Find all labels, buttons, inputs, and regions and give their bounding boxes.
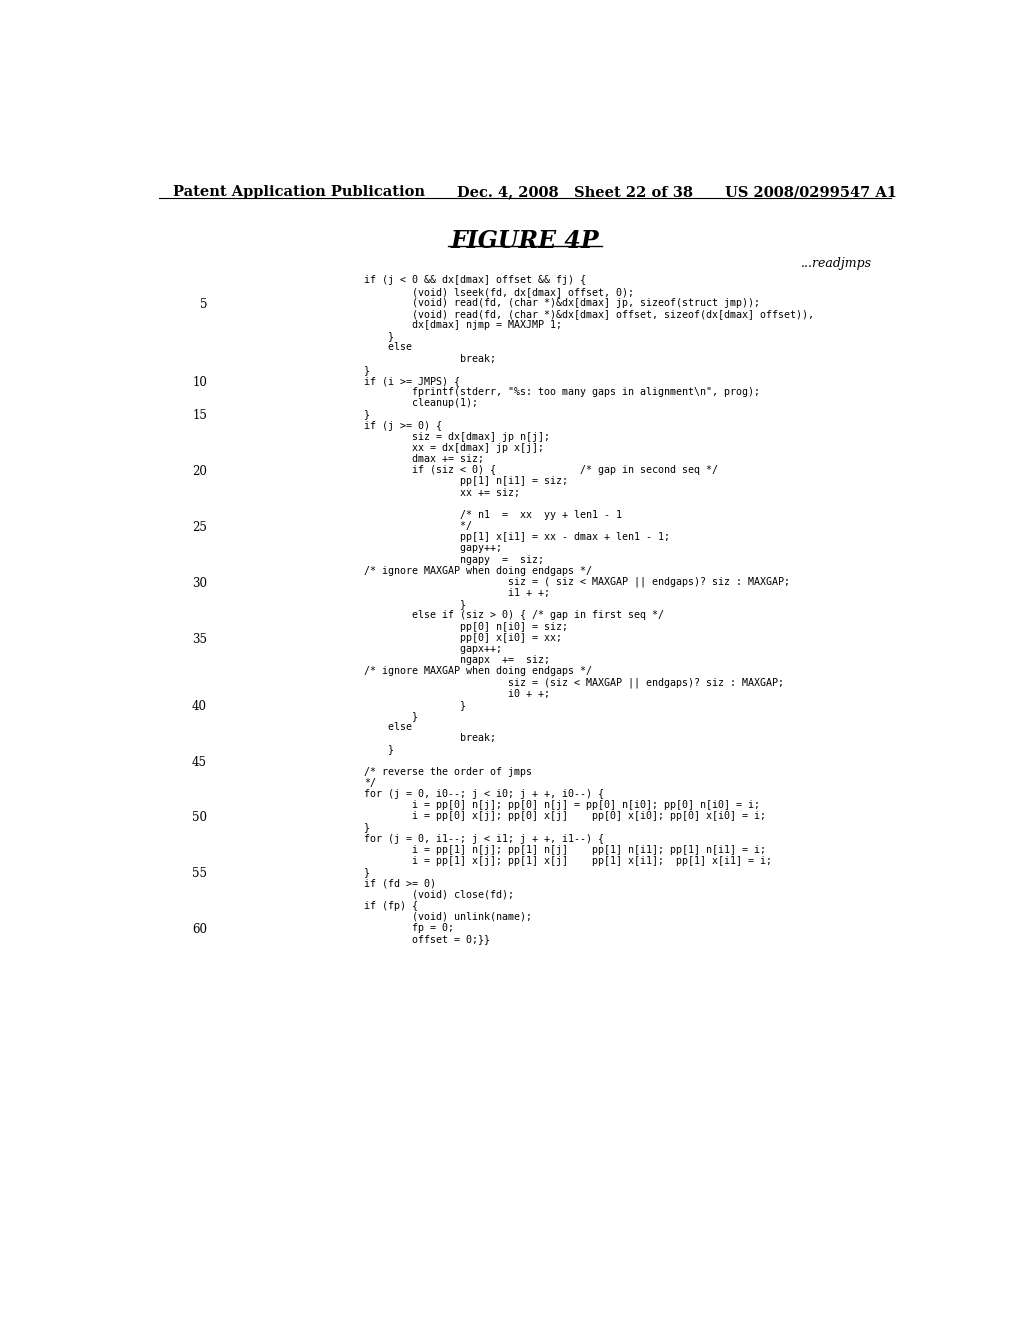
Text: US 2008/0299547 A1: US 2008/0299547 A1 bbox=[725, 185, 897, 199]
Text: else: else bbox=[365, 342, 413, 352]
Text: */: */ bbox=[365, 777, 377, 788]
Text: */: */ bbox=[365, 521, 472, 531]
Text: fprintf(stderr, "%s: too many gaps in alignment\n", prog);: fprintf(stderr, "%s: too many gaps in al… bbox=[365, 387, 761, 397]
Text: }: } bbox=[365, 409, 371, 420]
Text: 50: 50 bbox=[193, 812, 207, 825]
Text: (void) close(fd);: (void) close(fd); bbox=[365, 890, 514, 899]
Text: if (i >= JMPS) {: if (i >= JMPS) { bbox=[365, 376, 461, 385]
Text: pp[1] x[i1] = xx - dmax + len1 - 1;: pp[1] x[i1] = xx - dmax + len1 - 1; bbox=[365, 532, 671, 543]
Text: if (siz < 0) {              /* gap in second seq */: if (siz < 0) { /* gap in second seq */ bbox=[365, 465, 719, 475]
Text: break;: break; bbox=[365, 733, 497, 743]
Text: (void) lseek(fd, dx[dmax] offset, 0);: (void) lseek(fd, dx[dmax] offset, 0); bbox=[365, 286, 635, 297]
Text: xx = dx[dmax] jp x[j];: xx = dx[dmax] jp x[j]; bbox=[365, 444, 545, 453]
Text: 60: 60 bbox=[193, 923, 207, 936]
Text: xx += siz;: xx += siz; bbox=[365, 487, 520, 498]
Text: }: } bbox=[365, 744, 394, 754]
Text: if (j < 0 && dx[dmax] offset && fj) {: if (j < 0 && dx[dmax] offset && fj) { bbox=[365, 276, 587, 285]
Text: }: } bbox=[365, 599, 466, 610]
Text: cleanup(1);: cleanup(1); bbox=[365, 399, 478, 408]
Text: /* ignore MAXGAP when doing endgaps */: /* ignore MAXGAP when doing endgaps */ bbox=[365, 667, 592, 676]
Text: 30: 30 bbox=[193, 577, 207, 590]
Text: 15: 15 bbox=[193, 409, 207, 422]
Text: i0 + +;: i0 + +; bbox=[365, 689, 550, 698]
Text: 35: 35 bbox=[193, 632, 207, 645]
Text: /* reverse the order of jmps: /* reverse the order of jmps bbox=[365, 767, 532, 776]
Text: 5: 5 bbox=[200, 298, 207, 310]
Text: if (fp) {: if (fp) { bbox=[365, 900, 419, 911]
Text: offset = 0;}}: offset = 0;}} bbox=[365, 935, 490, 944]
Text: }: } bbox=[365, 364, 371, 375]
Text: }: } bbox=[365, 700, 466, 710]
Text: }: } bbox=[365, 711, 419, 721]
Text: gapy++;: gapy++; bbox=[365, 544, 503, 553]
Text: (void) unlink(name);: (void) unlink(name); bbox=[365, 912, 532, 921]
Text: siz = ( siz < MAXGAP || endgaps)? siz : MAXGAP;: siz = ( siz < MAXGAP || endgaps)? siz : … bbox=[365, 577, 791, 587]
Text: else: else bbox=[365, 722, 413, 733]
Text: 45: 45 bbox=[193, 755, 207, 768]
Text: ngapy  =  siz;: ngapy = siz; bbox=[365, 554, 545, 565]
Text: pp[0] n[i0] = siz;: pp[0] n[i0] = siz; bbox=[365, 622, 568, 631]
Text: if (j >= 0) {: if (j >= 0) { bbox=[365, 421, 442, 430]
Text: 55: 55 bbox=[193, 867, 207, 880]
Text: }: } bbox=[365, 867, 371, 878]
Text: 25: 25 bbox=[193, 521, 207, 535]
Text: fp = 0;: fp = 0; bbox=[365, 923, 455, 933]
Text: if (fd >= 0): if (fd >= 0) bbox=[365, 878, 436, 888]
Text: i = pp[1] n[j]; pp[1] n[j]    pp[1] n[i1]; pp[1] n[i1] = i;: i = pp[1] n[j]; pp[1] n[j] pp[1] n[i1]; … bbox=[365, 845, 766, 855]
Text: i = pp[0] n[j]; pp[0] n[j] = pp[0] n[i0]; pp[0] n[i0] = i;: i = pp[0] n[j]; pp[0] n[j] = pp[0] n[i0]… bbox=[365, 800, 761, 810]
Text: (void) read(fd, (char *)&dx[dmax] offset, sizeof(dx[dmax] offset)),: (void) read(fd, (char *)&dx[dmax] offset… bbox=[365, 309, 814, 319]
Text: /* ignore MAXGAP when doing endgaps */: /* ignore MAXGAP when doing endgaps */ bbox=[365, 566, 592, 576]
Text: /* n1  =  xx  yy + len1 - 1: /* n1 = xx yy + len1 - 1 bbox=[365, 510, 623, 520]
Text: for (j = 0, i1--; j < i1; j + +, i1--) {: for (j = 0, i1--; j < i1; j + +, i1--) { bbox=[365, 834, 604, 843]
Text: for (j = 0, i0--; j < i0; j + +, i0--) {: for (j = 0, i0--; j < i0; j + +, i0--) { bbox=[365, 789, 604, 799]
Text: gapx++;: gapx++; bbox=[365, 644, 503, 653]
Text: Dec. 4, 2008   Sheet 22 of 38: Dec. 4, 2008 Sheet 22 of 38 bbox=[458, 185, 693, 199]
Text: }: } bbox=[365, 822, 371, 833]
Text: else if (siz > 0) { /* gap in first seq */: else if (siz > 0) { /* gap in first seq … bbox=[365, 610, 665, 620]
Text: pp[0] x[i0] = xx;: pp[0] x[i0] = xx; bbox=[365, 632, 562, 643]
Text: (void) read(fd, (char *)&dx[dmax] jp, sizeof(struct jmp));: (void) read(fd, (char *)&dx[dmax] jp, si… bbox=[365, 298, 761, 308]
Text: 40: 40 bbox=[193, 700, 207, 713]
Text: ...readjmps: ...readjmps bbox=[801, 257, 871, 271]
Text: ngapx  +=  siz;: ngapx += siz; bbox=[365, 655, 550, 665]
Text: i = pp[1] x[j]; pp[1] x[j]    pp[1] x[i1];  pp[1] x[i1] = i;: i = pp[1] x[j]; pp[1] x[j] pp[1] x[i1]; … bbox=[365, 857, 772, 866]
Text: }: } bbox=[365, 331, 394, 342]
Text: 10: 10 bbox=[193, 376, 207, 389]
Text: i = pp[0] x[j]; pp[0] x[j]    pp[0] x[i0]; pp[0] x[i0] = i;: i = pp[0] x[j]; pp[0] x[j] pp[0] x[i0]; … bbox=[365, 812, 766, 821]
Text: dx[dmax] njmp = MAXJMP 1;: dx[dmax] njmp = MAXJMP 1; bbox=[365, 321, 562, 330]
Text: 20: 20 bbox=[193, 465, 207, 478]
Text: dmax += siz;: dmax += siz; bbox=[365, 454, 484, 465]
Text: i1 + +;: i1 + +; bbox=[365, 589, 550, 598]
Text: pp[1] n[i1] = siz;: pp[1] n[i1] = siz; bbox=[365, 477, 568, 486]
Text: siz = (siz < MAXGAP || endgaps)? siz : MAXGAP;: siz = (siz < MAXGAP || endgaps)? siz : M… bbox=[365, 677, 784, 688]
Text: break;: break; bbox=[365, 354, 497, 363]
Text: siz = dx[dmax] jp n[j];: siz = dx[dmax] jp n[j]; bbox=[365, 432, 550, 442]
Text: FIGURE 4P: FIGURE 4P bbox=[451, 230, 599, 253]
Text: Patent Application Publication: Patent Application Publication bbox=[173, 185, 425, 199]
